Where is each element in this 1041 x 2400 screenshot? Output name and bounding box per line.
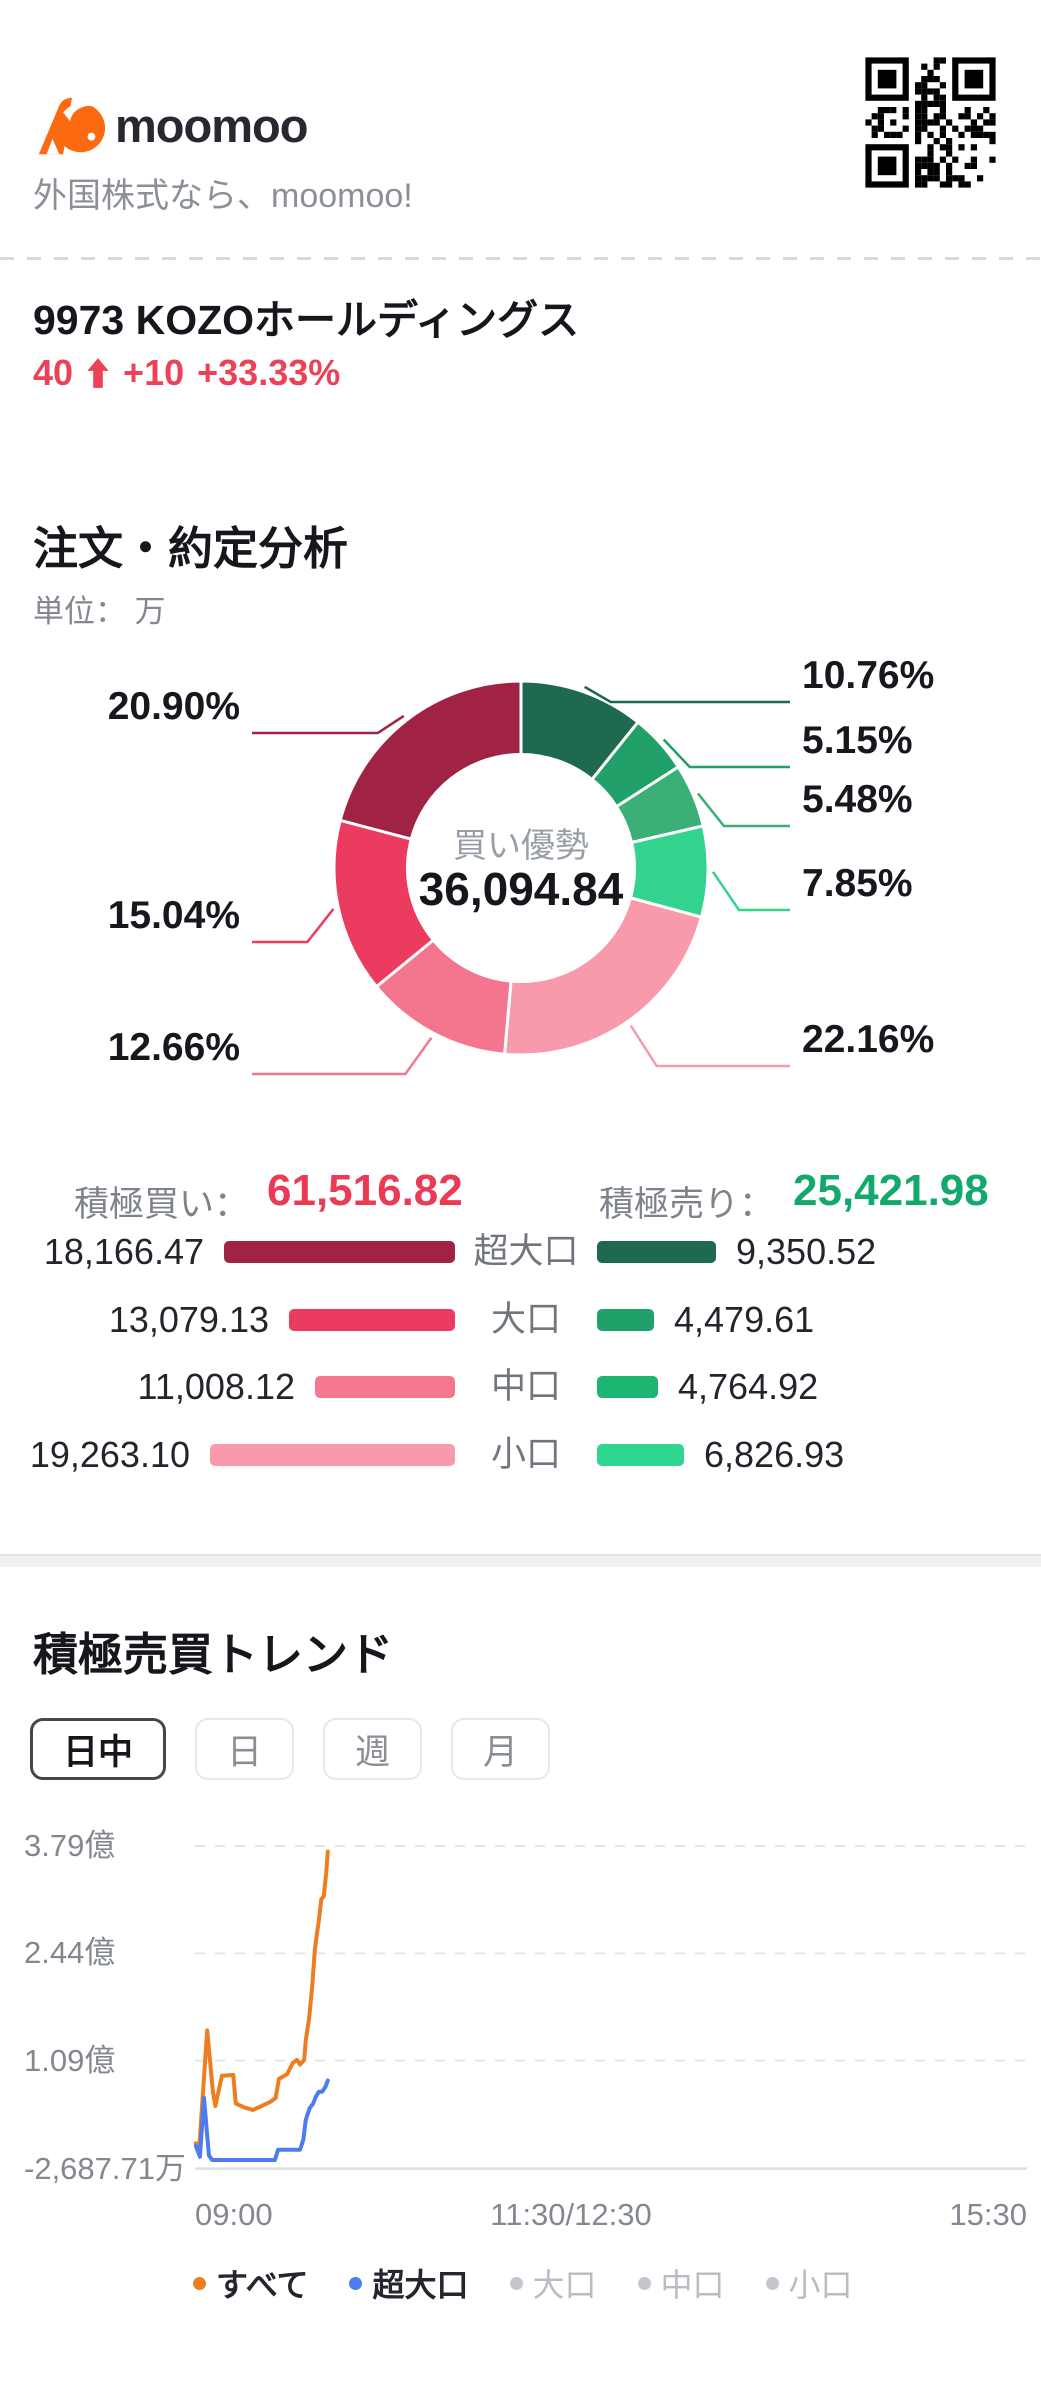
y-tick-2.44億: 2.44億 xyxy=(24,1935,116,1971)
sell-bar-中口 xyxy=(597,1376,658,1398)
y-tick--2,687.71万: -2,687.71万 xyxy=(24,2150,186,2186)
donut-pct-label-買い超大口: 20.90% xyxy=(107,685,240,728)
donut-pct-label-買い大口: 15.04% xyxy=(107,894,240,937)
legend-dot-icon xyxy=(349,2276,363,2290)
trend-line-chart xyxy=(193,1845,1027,2170)
donut-pct-label-売り超大口: 10.76% xyxy=(802,654,935,697)
sell-bar-大口 xyxy=(597,1309,654,1331)
donut-leader-line xyxy=(711,871,790,912)
donut-pct-label-売り大口: 5.15% xyxy=(802,719,913,762)
donut-leader-line xyxy=(252,714,405,735)
donut-center-label: 買い優勢 xyxy=(453,827,589,865)
donut-leader-line xyxy=(252,908,335,944)
trend-line-超大口 xyxy=(193,2078,330,2162)
brand-tagline: 外国株式なら、moomoo! xyxy=(33,177,413,215)
stock-change: +10 xyxy=(123,352,185,393)
tab-月[interactable]: 月 xyxy=(451,1718,551,1780)
stock-change-pct: +33.33% xyxy=(197,352,341,393)
up-arrow-icon xyxy=(87,358,109,388)
sell-value-小口: 6,826.93 xyxy=(704,1434,845,1475)
buy-bar-中口 xyxy=(315,1376,455,1398)
buy-value-大口: 13,079.13 xyxy=(108,1299,269,1340)
tab-日中[interactable]: 日中 xyxy=(30,1718,167,1780)
sell-value-中口: 4,764.92 xyxy=(678,1366,819,1407)
donut-pct-label-売り小口: 7.85% xyxy=(802,862,913,905)
y-tick-3.79億: 3.79億 xyxy=(24,1828,116,1863)
legend-dot-icon xyxy=(193,2276,206,2290)
buy-total-label: 積極買い： xyxy=(74,1185,250,1224)
x-tick-1130-1230: 11:30/12:30 xyxy=(490,2197,652,2232)
bar-category-超大口: 超大口 xyxy=(473,1232,579,1271)
stock-price-row: 40 +10 +33.33% xyxy=(33,352,340,394)
donut-pct-label-買い小口: 22.16% xyxy=(802,1018,935,1061)
bar-category-小口: 小口 xyxy=(490,1435,561,1474)
trend-section-title: 積極売買トレンド xyxy=(33,1629,394,1680)
donut-center-value: 36,094.84 xyxy=(418,863,624,915)
trend-legend: すべて 超大口 大口 中口 小口 xyxy=(193,2260,853,2306)
donut-pct-label-売り中口: 5.48% xyxy=(802,778,913,821)
bar-category-大口: 大口 xyxy=(490,1300,561,1339)
donut-leader-line xyxy=(629,1024,790,1068)
sell-value-大口: 4,479.61 xyxy=(674,1299,815,1340)
legend-item-中口[interactable]: 中口 xyxy=(637,2260,725,2306)
buy-value-小口: 19,263.10 xyxy=(29,1434,190,1475)
donut-segment-買い小口 xyxy=(502,896,704,1057)
stock-price: 40 xyxy=(33,352,74,393)
tab-週[interactable]: 週 xyxy=(323,1718,423,1780)
legend-label: 小口 xyxy=(788,2267,853,2303)
buy-value-超大口: 18,166.47 xyxy=(43,1231,204,1272)
legend-item-超大口[interactable]: 超大口 xyxy=(349,2260,469,2306)
qr-code xyxy=(858,50,1003,195)
donut-leader-line xyxy=(584,685,790,704)
trend-line-すべて xyxy=(193,1849,330,2152)
moomoo-logo: moomoo xyxy=(33,88,308,162)
x-tick-1530: 15:30 xyxy=(949,2197,1027,2232)
tab-日[interactable]: 日 xyxy=(195,1718,295,1780)
legend-dot-icon xyxy=(765,2276,779,2290)
stock-title: 9973 KOZOホールディングス xyxy=(33,297,580,343)
donut-pct-label-買い中口: 12.66% xyxy=(107,1026,240,1069)
donut-segment-買い超大口 xyxy=(338,679,523,841)
section-separator xyxy=(0,1554,1041,1567)
buy-total-value: 61,516.82 xyxy=(267,1166,463,1215)
sell-total-label: 積極売り： xyxy=(599,1185,775,1224)
legend-item-小口[interactable]: 小口 xyxy=(765,2260,853,2306)
moomoo-bull-icon xyxy=(38,97,106,155)
buy-bar-大口 xyxy=(289,1309,455,1331)
legend-item-すべて[interactable]: すべて xyxy=(193,2260,308,2306)
sell-bar-超大口 xyxy=(597,1241,716,1263)
order-execution-donut-chart: 買い優勢 36,094.84 10.76% 5.15% 5.48% 7.85% 22.1… xyxy=(0,620,1041,1180)
unit-label: 単位： 万 xyxy=(33,594,166,629)
legend-label: すべて xyxy=(216,2267,309,2303)
x-tick-0900: 09:00 xyxy=(195,2197,273,2232)
y-tick-1.09億: 1.09億 xyxy=(24,2042,116,2078)
sell-total-value: 25,421.98 xyxy=(793,1166,989,1215)
trend-period-tabs: 日中日週月 xyxy=(30,1718,551,1780)
donut-svg xyxy=(252,679,790,1076)
legend-dot-icon xyxy=(637,2276,651,2290)
legend-label: 大口 xyxy=(532,2267,597,2303)
buy-bar-小口 xyxy=(210,1444,455,1466)
legend-label: 中口 xyxy=(660,2267,725,2303)
bar-category-中口: 中口 xyxy=(490,1367,561,1406)
legend-label: 超大口 xyxy=(372,2267,469,2303)
donut-leader-line xyxy=(696,792,790,828)
donut-leader-line xyxy=(252,1037,433,1076)
sell-bar-小口 xyxy=(597,1444,684,1466)
legend-item-大口[interactable]: 大口 xyxy=(509,2260,597,2306)
sell-value-超大口: 9,350.52 xyxy=(736,1231,877,1272)
donut-leader-line xyxy=(662,738,790,769)
legend-dot-icon xyxy=(509,2276,523,2290)
buy-bar-超大口 xyxy=(224,1241,455,1263)
dashed-divider xyxy=(0,257,1041,260)
brand-name: moomoo xyxy=(115,98,308,152)
buy-value-中口: 11,008.12 xyxy=(137,1366,295,1407)
analysis-section-title: 注文・約定分析 xyxy=(33,523,349,574)
